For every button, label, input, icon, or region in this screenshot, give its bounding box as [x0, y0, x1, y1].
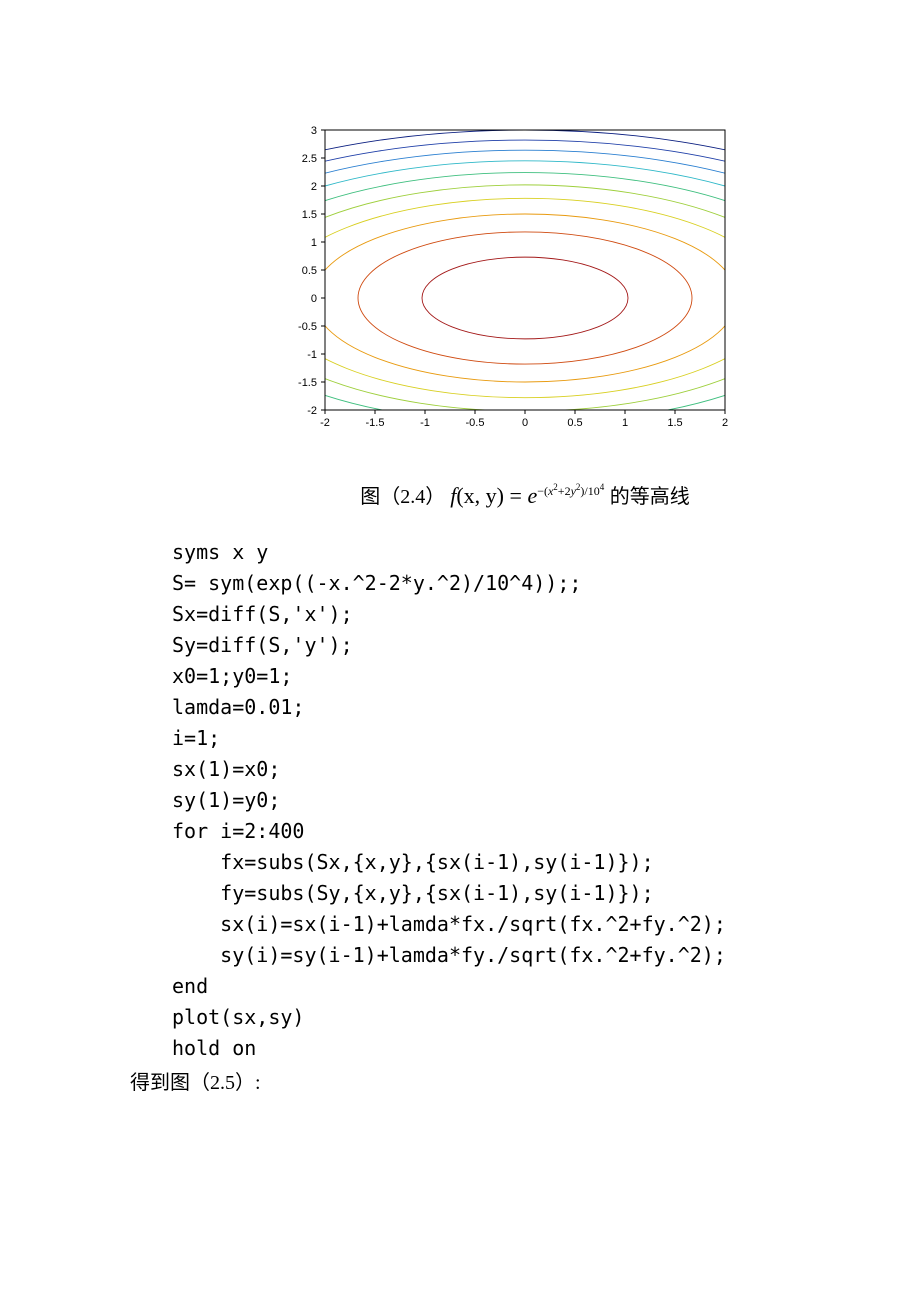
svg-text:0.5: 0.5 [567, 417, 582, 429]
svg-text:-1: -1 [420, 417, 430, 429]
svg-text:-1.5: -1.5 [366, 417, 385, 429]
svg-text:1: 1 [311, 237, 317, 249]
formula-e: e [527, 483, 537, 508]
figure-caption: 图（2.4） f(x, y) = e−(x2+2y2)/104 的等高线 [130, 480, 810, 509]
svg-text:0: 0 [311, 293, 317, 305]
svg-text:1.5: 1.5 [667, 417, 682, 429]
figure-label: 图（2.4） [360, 486, 445, 508]
svg-text:-1: -1 [307, 349, 317, 361]
result-line: 得到图（2.5）: [130, 1066, 810, 1095]
svg-text:-1.5: -1.5 [298, 377, 317, 389]
svg-text:2: 2 [311, 181, 317, 193]
figure-trail: 的等高线 [610, 486, 690, 508]
svg-text:3: 3 [311, 125, 317, 137]
svg-text:-2: -2 [307, 405, 317, 417]
svg-text:-0.5: -0.5 [466, 417, 485, 429]
formula-eq: = [504, 483, 527, 508]
formula-args: (x, y) [456, 483, 504, 508]
contour-chart: -2 -1.5 -1 -0.5 0 0.5 1 1.5 2 -2 -1.5 -1 -0.5 0 0.5 1 1.… [130, 120, 810, 440]
svg-text:2.5: 2.5 [302, 153, 317, 165]
svg-text:0.5: 0.5 [302, 265, 317, 277]
svg-text:1.5: 1.5 [302, 209, 317, 221]
svg-text:2: 2 [722, 417, 728, 429]
svg-text:-0.5: -0.5 [298, 321, 317, 333]
svg-text:0: 0 [522, 417, 528, 429]
figure-formula: f(x, y) = e−(x2+2y2)/104 [450, 483, 610, 508]
contour-svg: -2 -1.5 -1 -0.5 0 0.5 1 1.5 2 -2 -1.5 -1 -0.5 0 0.5 1 1.… [270, 120, 740, 440]
formula-exponent: −(x2+2y2)/104 [537, 484, 604, 498]
svg-text:-2: -2 [320, 417, 330, 429]
code-block: syms x y S= sym(exp((-x.^2-2*y.^2)/10^4)… [172, 537, 810, 1064]
svg-text:1: 1 [622, 417, 628, 429]
